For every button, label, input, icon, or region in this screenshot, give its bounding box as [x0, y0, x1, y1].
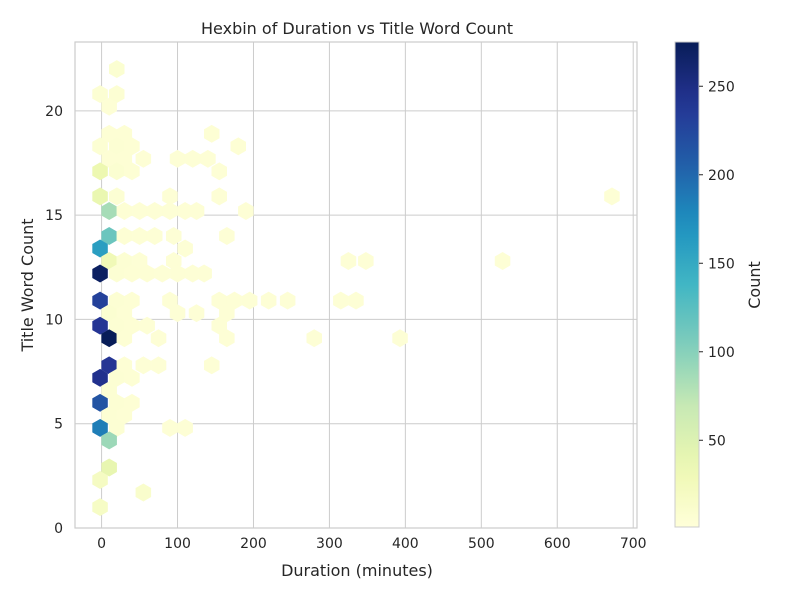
grid	[75, 42, 637, 529]
hexbin-cell	[92, 368, 108, 387]
hexbin-cell	[92, 85, 108, 104]
hexbin-cell	[177, 239, 193, 258]
hexbin-cell	[101, 97, 117, 116]
hexbin-cell	[101, 458, 117, 477]
hexbin-cell	[109, 187, 125, 206]
x-axis-label: Duration (minutes)	[281, 561, 433, 580]
hexbin-cell	[306, 329, 323, 348]
hexbin-cell	[154, 264, 171, 283]
hexbin-cell	[124, 368, 140, 387]
hexbin-cell	[116, 329, 133, 348]
hexbin-cell	[260, 291, 277, 310]
hexbin-cell	[101, 202, 117, 220]
hexbin-cell	[147, 202, 163, 220]
hexbin-cell	[204, 124, 220, 143]
hexbin-cell	[116, 202, 133, 220]
colorbar-tick-label: 200	[708, 168, 735, 184]
x-tick-label: 300	[316, 536, 343, 552]
colorbar-tick-label: 250	[708, 79, 735, 95]
colorbar-ticks: 50 100 150 200 250	[699, 79, 735, 449]
y-axis-label: Title Word Count	[18, 218, 37, 352]
hexbin-cell	[392, 329, 408, 348]
hexbin-cell	[230, 137, 246, 156]
hexbin-cell	[124, 162, 140, 181]
x-tick-label: 600	[544, 536, 571, 552]
hexbin-cell	[150, 329, 167, 348]
x-tick-label: 700	[620, 536, 647, 552]
hexbin-cell	[135, 356, 152, 375]
hexbin-cell	[177, 418, 193, 437]
y-axis-ticks: 0 5 10 15 20	[45, 104, 63, 537]
x-tick-label: 400	[392, 536, 419, 552]
hexbin-cell	[92, 162, 108, 181]
hexbin-cell	[188, 202, 205, 220]
hexbin-cell	[150, 356, 167, 375]
y-tick-label: 0	[54, 521, 63, 537]
hexbin-cell	[92, 393, 108, 412]
hexbin-cell	[92, 316, 108, 335]
y-tick-label: 10	[45, 312, 63, 328]
colorbar-label: Count	[745, 261, 764, 309]
y-tick-label: 15	[45, 208, 63, 224]
hexbin-cell	[238, 202, 254, 220]
colorbar-tick-label: 50	[708, 433, 726, 449]
hexbin-cell	[204, 356, 220, 375]
hexbin-cell	[92, 187, 108, 206]
hexbin-cell	[219, 227, 235, 245]
hexbin-cell	[92, 291, 108, 310]
hexbin-cell	[139, 316, 155, 335]
hexbin-cell	[92, 498, 108, 517]
hexbin-cell	[166, 227, 182, 245]
hexbin-cell	[131, 227, 148, 245]
hexbin-cell	[604, 187, 620, 206]
hexbin-cell	[162, 202, 178, 220]
x-tick-label: 100	[164, 536, 191, 552]
chart-title: Hexbin of Duration vs Title Word Count	[201, 19, 513, 38]
hexbin-cell	[109, 60, 125, 79]
hexbin-cell	[494, 252, 511, 270]
hexbin-cell	[348, 291, 364, 310]
plot-frame	[74, 41, 638, 529]
hexbin-cell	[200, 149, 216, 168]
hexbin-cell	[135, 483, 152, 502]
hexbin-cell	[169, 304, 186, 323]
hexbin-cell	[92, 264, 108, 283]
hexbin-cell	[92, 137, 108, 156]
hexbin-cell	[92, 418, 108, 437]
hexbin-cell	[340, 252, 357, 270]
x-tick-label: 500	[468, 536, 495, 552]
hexbin-cell	[219, 329, 235, 348]
hexbin-cell	[188, 304, 205, 323]
hexbin-cell	[279, 291, 296, 310]
colorbar-tick-label: 100	[708, 345, 735, 361]
hexbin-cell	[101, 431, 117, 450]
x-tick-label: 200	[240, 536, 267, 552]
hexbin-cell	[135, 149, 152, 168]
hexbin-cell	[92, 471, 108, 489]
colorbar	[674, 41, 700, 528]
colorbar-tick-label: 150	[708, 256, 735, 272]
hexbin-cell	[358, 252, 374, 270]
hexbin-cell	[116, 227, 133, 245]
hexbin-cell	[211, 162, 227, 181]
x-tick-label: 0	[97, 536, 106, 552]
hexbin-cells	[92, 60, 620, 517]
hexbin-cell	[162, 418, 178, 437]
hexbin-cell	[169, 149, 186, 168]
y-tick-label: 20	[45, 104, 63, 120]
hexbin-cell	[131, 202, 148, 220]
hexbin-cell	[185, 149, 201, 168]
hexbin-cell	[92, 239, 108, 258]
hexbin-cell	[241, 291, 258, 310]
hexbin-cell	[333, 291, 349, 310]
hexbin-cell	[147, 227, 163, 245]
y-tick-label: 5	[54, 417, 63, 433]
x-axis-ticks: 0 100 200 300 400 500 600 700	[97, 536, 646, 552]
hexbin-cell	[196, 264, 212, 283]
hexbin-cell	[211, 187, 227, 206]
